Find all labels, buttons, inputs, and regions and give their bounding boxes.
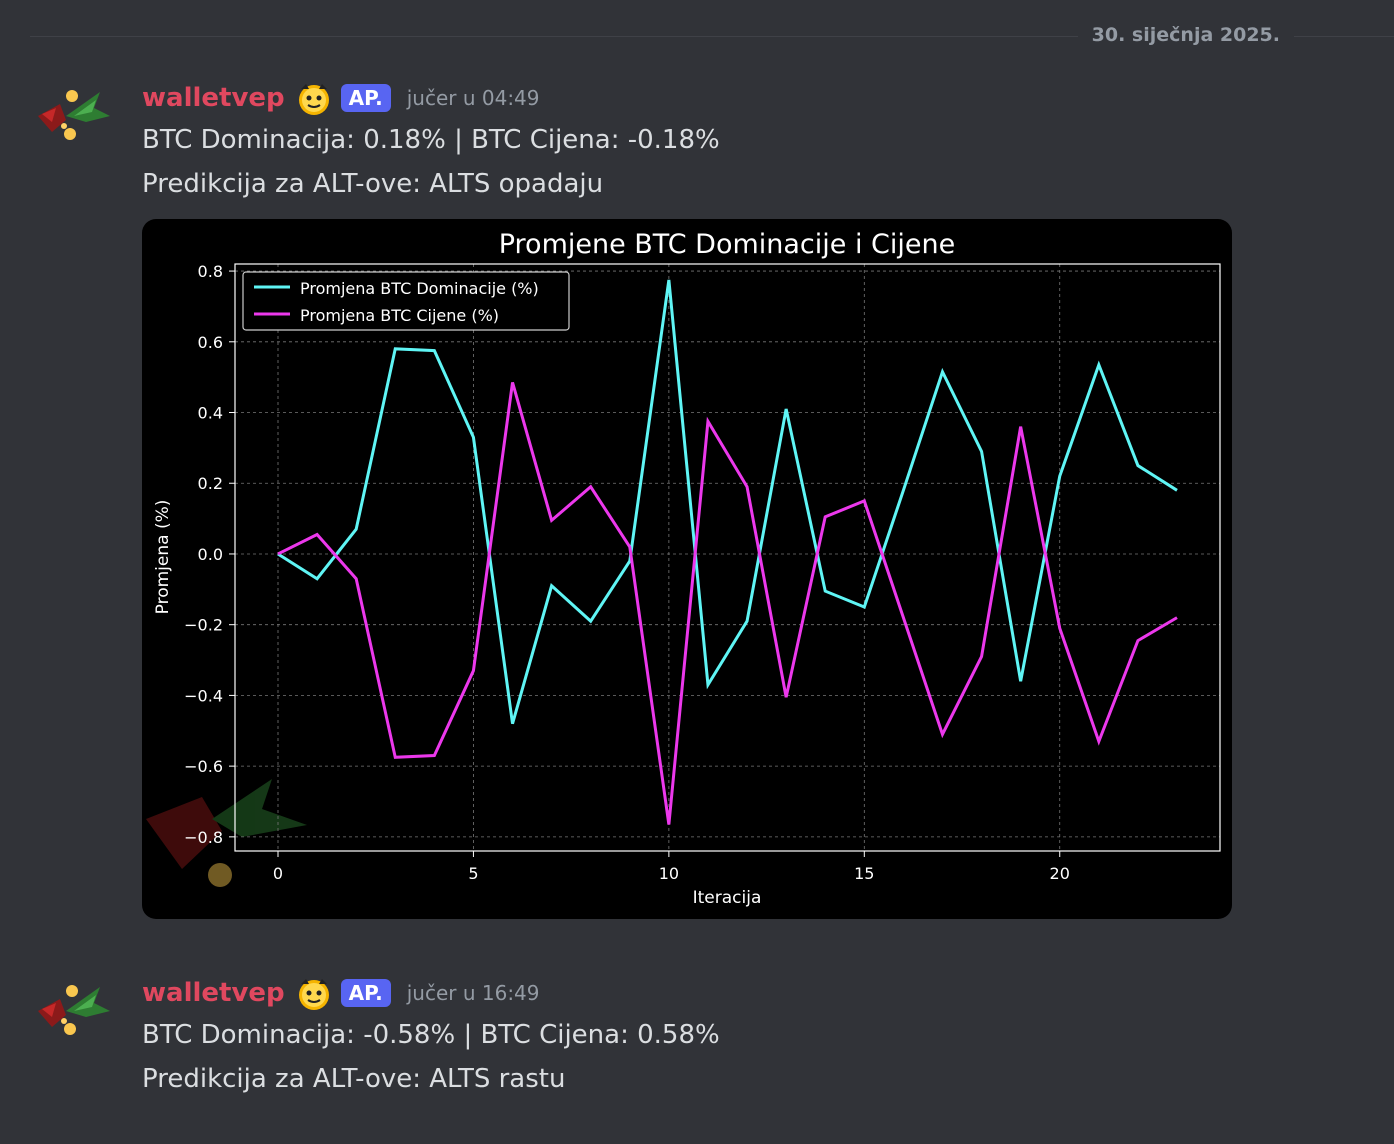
role-tag[interactable]: AP. — [340, 979, 391, 1007]
username[interactable]: walletvep — [142, 83, 285, 113]
legend: Promjena BTC Dominacije (%) Promjena BTC… — [242, 271, 570, 331]
chart-title: Promjene BTC Dominacije i Cijene — [499, 229, 956, 260]
y-tick-label: 0.2 — [198, 474, 223, 493]
chart-image[interactable]: Promjene BTC Dominacije i Cijene 0 5 10 15 2… — [142, 219, 1232, 919]
x-tick-label: 0 — [273, 864, 283, 883]
timestamp[interactable]: jučer u 16:49 — [406, 981, 540, 1005]
message-header: walletvep AP. jučer u 16:49 — [142, 975, 540, 1011]
username[interactable]: walletvep — [142, 978, 285, 1008]
y-tick-label: 0.0 — [198, 545, 223, 564]
y-tick-label: 0.6 — [198, 333, 223, 352]
message-line-1: BTC Dominacija: -0.58% | BTC Cijena: 0.5… — [142, 1020, 720, 1050]
chart-series — [277, 279, 1178, 825]
message-header: walletvep AP. jučer u 04:49 — [142, 80, 540, 116]
message-line-2: Predikcija za ALT-ove: ALTS opadaju — [142, 169, 604, 199]
y-axis-label: Promjena (%) — [153, 500, 173, 615]
y-tick-label: −0.2 — [184, 616, 223, 635]
series-line-cijena — [277, 382, 1178, 825]
x-tick-label: 15 — [854, 864, 874, 883]
watermark-logo-icon — [146, 779, 307, 887]
y-tick-label: 0.4 — [198, 404, 223, 423]
x-tick-label: 20 — [1050, 864, 1070, 883]
series-line-dominacija — [277, 279, 1178, 725]
x-tick-label: 5 — [468, 864, 478, 883]
avatar-logo-icon[interactable] — [30, 86, 114, 146]
plot-frame — [234, 263, 1221, 852]
timestamp[interactable]: jučer u 04:49 — [406, 86, 540, 110]
message-line-2: Predikcija za ALT-ove: ALTS rastu — [142, 1064, 566, 1094]
line-chart: Promjene BTC Dominacije i Cijene 0 5 10 15 2… — [146, 229, 1221, 908]
message-line-1: BTC Dominacija: 0.18% | BTC Cijena: -0.1… — [142, 125, 720, 155]
bot-emoji-icon — [298, 84, 329, 115]
legend-label-cijena: Promjena BTC Cijene (%) — [300, 306, 499, 325]
y-tick-label: −0.8 — [184, 828, 223, 847]
y-tick-label: −0.6 — [184, 757, 223, 776]
y-tick-label: −0.4 — [184, 686, 223, 705]
x-axis-label: Iteracija — [693, 888, 762, 908]
bot-emoji-icon — [298, 979, 329, 1010]
date-divider — [30, 36, 1394, 37]
y-tick-label: 0.8 — [198, 262, 223, 281]
date-divider-label: 30. siječnja 2025. — [1077, 24, 1294, 46]
chart-grid — [235, 264, 1220, 851]
role-tag[interactable]: AP. — [340, 84, 391, 112]
x-tick-label: 10 — [659, 864, 679, 883]
avatar-logo-icon[interactable] — [30, 981, 114, 1041]
legend-label-dominacija: Promjena BTC Dominacije (%) — [300, 279, 539, 298]
chart-ticks: 0 5 10 15 20 −0.8 −0.6 −0.4 −0.2 0.0 0.2 0.4 0.6 0.8 — [184, 262, 1070, 883]
